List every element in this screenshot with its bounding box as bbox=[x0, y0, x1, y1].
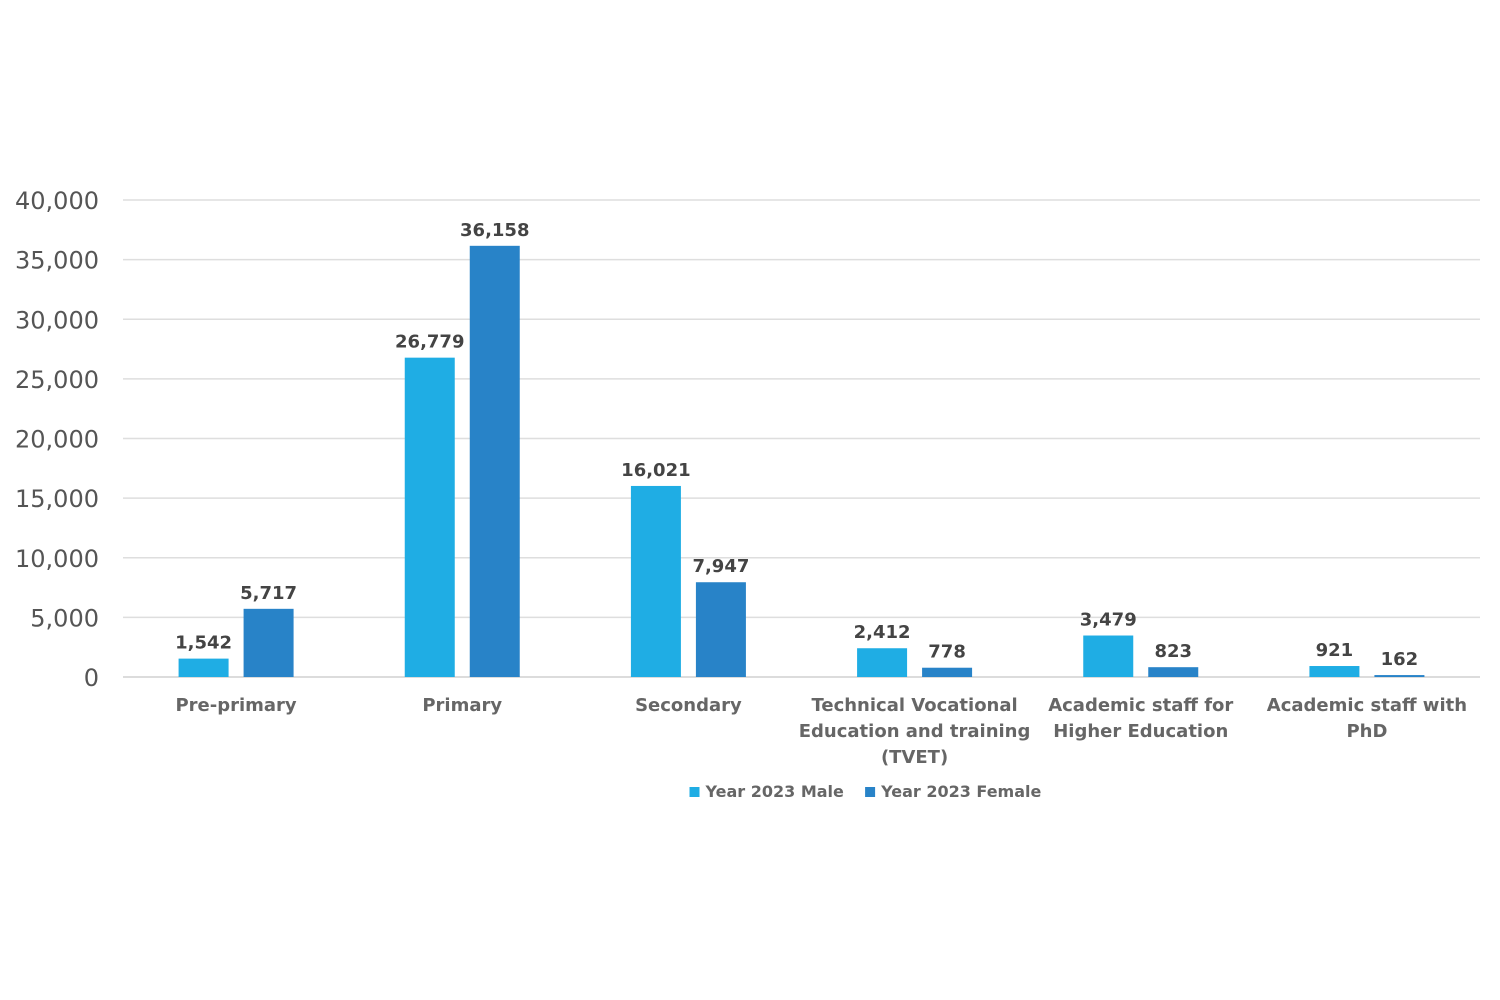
x-tick-label: Academic staff for bbox=[1048, 695, 1233, 716]
x-tick-label: Education and training bbox=[799, 721, 1031, 742]
bar bbox=[178, 658, 229, 677]
data-label: 778 bbox=[928, 642, 966, 663]
x-tick-label: Academic staff with bbox=[1267, 695, 1467, 716]
data-label: 36,158 bbox=[460, 220, 529, 241]
x-axis: Pre-primary Primary Secondary Technical Voc… bbox=[175, 695, 1467, 768]
data-label: 823 bbox=[1154, 641, 1192, 662]
bars bbox=[178, 245, 1425, 677]
x-tick-label: Primary bbox=[422, 695, 502, 716]
legend-swatch bbox=[689, 787, 700, 797]
y-tick-label: 25,000 bbox=[15, 366, 99, 394]
legend-label: Year 2023 Male bbox=[705, 782, 845, 801]
y-tick-label: 30,000 bbox=[15, 306, 99, 334]
data-label: 16,021 bbox=[621, 460, 690, 481]
y-axis: 0 5,000 10,000 15,000 20,000 25,000 30,000 35,0… bbox=[15, 187, 99, 692]
data-label: 5,717 bbox=[240, 583, 297, 604]
bar bbox=[1083, 635, 1134, 677]
y-tick-label: 5,000 bbox=[30, 604, 99, 632]
bar bbox=[922, 667, 973, 677]
bar bbox=[243, 608, 294, 677]
bar bbox=[404, 357, 455, 677]
data-label: 921 bbox=[1316, 640, 1354, 661]
legend-swatch bbox=[865, 787, 876, 797]
data-label: 26,779 bbox=[395, 332, 464, 353]
y-tick-label: 20,000 bbox=[15, 426, 99, 454]
y-tick-label: 40,000 bbox=[15, 187, 99, 215]
bar bbox=[695, 582, 746, 677]
x-tick-label: PhD bbox=[1346, 721, 1387, 742]
bar bbox=[1148, 667, 1199, 677]
bar bbox=[469, 245, 520, 677]
y-tick-label: 0 bbox=[84, 664, 99, 692]
data-label: 2,412 bbox=[854, 622, 911, 643]
legend: Year 2023 Male Year 2023 Female bbox=[689, 782, 1042, 801]
data-labels: 1,542 5,717 26,779 36,158 16,021 7,947 2,412 77… bbox=[175, 220, 1418, 670]
gridlines bbox=[123, 199, 1480, 678]
data-label: 162 bbox=[1381, 649, 1419, 670]
bar bbox=[1309, 666, 1360, 677]
data-label: 1,542 bbox=[175, 633, 232, 654]
bar bbox=[630, 485, 681, 677]
legend-label: Year 2023 Female bbox=[880, 782, 1041, 801]
data-label: 3,479 bbox=[1080, 610, 1137, 631]
y-tick-label: 15,000 bbox=[15, 485, 99, 513]
x-tick-label: Pre-primary bbox=[175, 695, 296, 716]
x-tick-label: Higher Education bbox=[1053, 721, 1228, 742]
bar bbox=[1374, 675, 1425, 677]
y-tick-label: 35,000 bbox=[15, 247, 99, 275]
bar bbox=[857, 648, 908, 677]
x-tick-label: (TVET) bbox=[881, 747, 948, 768]
data-label: 7,947 bbox=[692, 556, 749, 577]
y-tick-label: 10,000 bbox=[15, 545, 99, 573]
x-tick-label: Secondary bbox=[635, 695, 742, 716]
x-tick-label: Technical Vocational bbox=[811, 695, 1017, 716]
